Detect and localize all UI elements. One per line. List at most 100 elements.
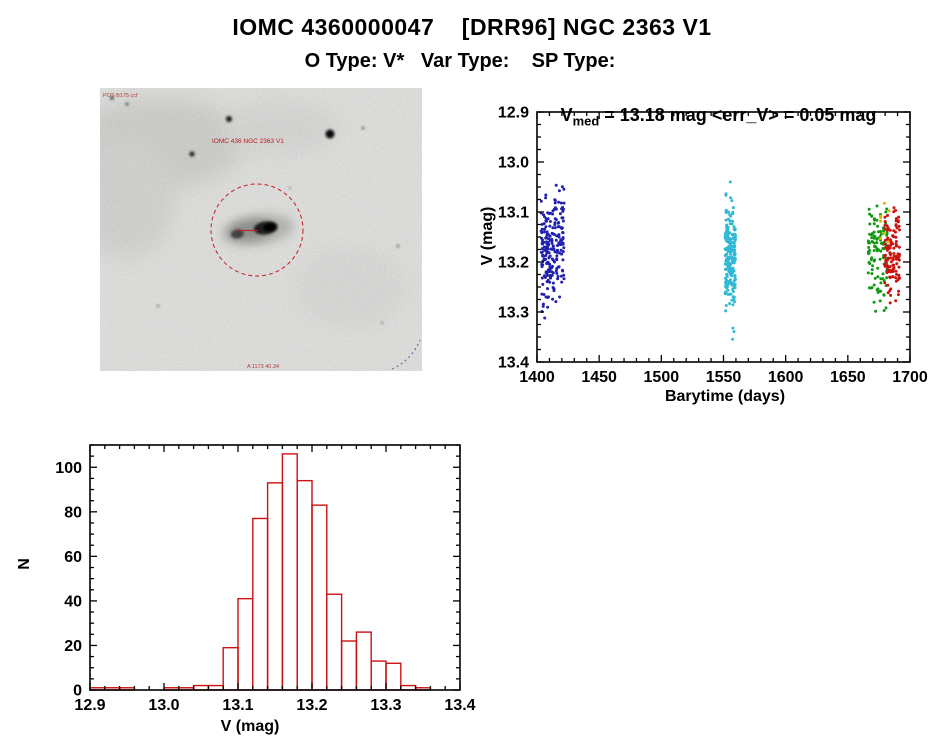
x-tick-label: 13.4 bbox=[444, 697, 475, 714]
data-point bbox=[888, 228, 892, 232]
data-point bbox=[553, 226, 557, 230]
data-point bbox=[550, 231, 554, 235]
data-point bbox=[886, 267, 890, 271]
histogram-bar bbox=[355, 631, 372, 691]
data-point bbox=[725, 239, 729, 243]
data-point bbox=[540, 238, 544, 242]
cluster-epoch2-cyan bbox=[723, 180, 737, 341]
x-tick-label: 1400 bbox=[519, 369, 555, 386]
data-point bbox=[874, 309, 878, 313]
data-point bbox=[561, 209, 565, 213]
data-point bbox=[558, 295, 562, 299]
data-point bbox=[867, 246, 871, 249]
data-point bbox=[897, 289, 901, 293]
data-point bbox=[539, 229, 543, 233]
data-point bbox=[885, 271, 889, 275]
data-point bbox=[540, 265, 544, 269]
axes: 12.9 13.0 13.1 13.2 13.3 13.4 0 20 40 60 80 100 bbox=[55, 444, 476, 714]
data-point bbox=[884, 260, 888, 264]
data-point bbox=[872, 300, 876, 304]
data-point bbox=[870, 214, 874, 218]
data-point bbox=[733, 253, 737, 256]
data-point bbox=[894, 299, 898, 303]
data-point bbox=[551, 245, 555, 249]
data-point bbox=[544, 257, 548, 261]
x-tick-label: 12.9 bbox=[74, 697, 105, 714]
data-point bbox=[730, 233, 734, 236]
data-point bbox=[886, 265, 890, 269]
data-point bbox=[561, 231, 565, 234]
data-point bbox=[553, 223, 557, 227]
data-point bbox=[895, 262, 899, 266]
data-point bbox=[731, 206, 735, 210]
x-tick-label: 1700 bbox=[892, 369, 928, 386]
data-point bbox=[892, 252, 896, 255]
data-point bbox=[548, 224, 552, 228]
histogram-bar bbox=[252, 517, 269, 691]
data-point bbox=[867, 261, 871, 264]
data-point bbox=[884, 210, 888, 214]
data-point bbox=[553, 217, 557, 221]
histogram-bars bbox=[89, 453, 432, 691]
data-point bbox=[870, 240, 874, 243]
data-point bbox=[879, 249, 883, 253]
histogram-bar bbox=[222, 646, 239, 691]
data-point bbox=[556, 221, 560, 225]
data-point bbox=[886, 214, 889, 217]
data-point bbox=[879, 277, 883, 281]
data-point bbox=[873, 276, 877, 280]
data-point bbox=[872, 222, 876, 226]
lightcurve-svg: 1400 1450 1500 1550 1600 1650 1700 12.9 13.0 13.1… bbox=[498, 105, 928, 387]
y-tick-label: 20 bbox=[64, 638, 82, 655]
data-point bbox=[562, 277, 566, 281]
axes-frame bbox=[89, 444, 461, 691]
data-point bbox=[892, 263, 896, 267]
data-point bbox=[544, 254, 548, 257]
data-point bbox=[557, 189, 561, 193]
data-point bbox=[886, 257, 890, 261]
histogram-svg: 12.9 13.0 13.1 13.2 13.3 13.4 0 20 40 60 80 100 bbox=[55, 444, 476, 714]
data-point bbox=[551, 258, 555, 262]
data-point bbox=[546, 287, 549, 291]
histogram-bar bbox=[237, 597, 254, 691]
data-point bbox=[558, 251, 561, 255]
vmed-value-text: = 13.18 mag <err_V> = 0.05 mag bbox=[599, 105, 877, 125]
data-point bbox=[730, 240, 734, 244]
data-point bbox=[724, 267, 728, 271]
data-point bbox=[558, 243, 562, 246]
data-point bbox=[884, 238, 887, 242]
data-point bbox=[884, 306, 888, 310]
data-point bbox=[541, 304, 545, 308]
data-point bbox=[897, 245, 901, 249]
data-point bbox=[560, 268, 564, 272]
data-point bbox=[892, 255, 896, 258]
cluster-epoch1-blue bbox=[539, 183, 566, 320]
data-point bbox=[724, 304, 728, 307]
data-point bbox=[879, 219, 883, 223]
data-point bbox=[544, 271, 548, 275]
data-point bbox=[549, 274, 553, 278]
data-point bbox=[725, 272, 729, 276]
data-point bbox=[555, 271, 559, 275]
data-point bbox=[550, 239, 554, 243]
data-point bbox=[870, 232, 874, 235]
data-point bbox=[729, 196, 733, 200]
data-point bbox=[869, 286, 873, 290]
data-point bbox=[556, 265, 560, 269]
data-point bbox=[733, 248, 737, 252]
data-point bbox=[728, 231, 732, 235]
data-point bbox=[727, 241, 731, 245]
data-point bbox=[894, 269, 898, 273]
y-tick-label: 60 bbox=[64, 549, 82, 566]
data-point bbox=[727, 269, 731, 273]
data-point bbox=[561, 250, 565, 254]
data-point bbox=[554, 183, 558, 187]
data-point bbox=[552, 233, 556, 236]
data-point bbox=[728, 252, 732, 256]
data-point bbox=[894, 276, 898, 280]
data-point bbox=[883, 264, 887, 268]
data-point bbox=[559, 248, 563, 252]
lightcurve-points bbox=[539, 180, 902, 341]
histogram-bar bbox=[296, 479, 313, 691]
data-point bbox=[897, 258, 901, 262]
